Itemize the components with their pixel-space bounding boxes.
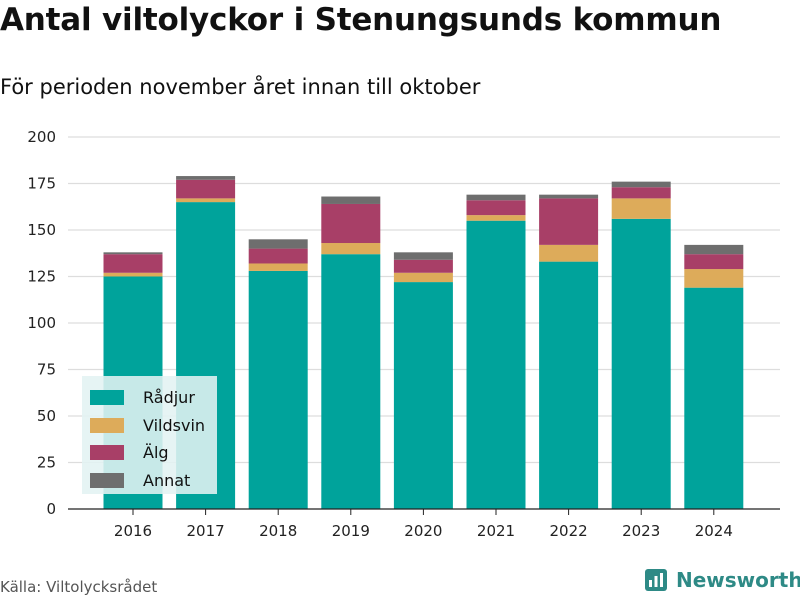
bar-segment-älg-2019 — [321, 203, 381, 244]
legend-item-annat: Annat — [90, 467, 217, 495]
bar-segment-annat-2024 — [684, 244, 744, 255]
chart-title: Antal viltolyckor i Stenungsunds kommun — [0, 2, 722, 38]
bar-segment-älg-2016 — [103, 254, 163, 273]
bar-segment-vildsvin-2020 — [393, 272, 453, 283]
legend-label-alg: Älg — [143, 443, 169, 463]
y-tick-label: 175 — [27, 175, 56, 193]
legend-label-annat: Annat — [143, 470, 191, 490]
bar-segment-älg-2022 — [539, 198, 599, 245]
y-tick-label: 125 — [27, 268, 56, 286]
bar-segment-älg-2024 — [684, 254, 744, 270]
source-note: Källa: Viltolycksrådet — [0, 578, 158, 596]
legend-label-radjur: Rådjur — [143, 388, 195, 408]
bar-segment-vildsvin-2024 — [684, 269, 744, 288]
bar-segment-rådjur-2021 — [466, 220, 526, 509]
bar-segment-annat-2017 — [176, 176, 236, 180]
bar-segment-rådjur-2023 — [611, 218, 671, 509]
bar-segment-älg-2020 — [393, 259, 453, 273]
legend-item-radjur: Rådjur — [90, 384, 217, 412]
legend-swatch-annat — [90, 472, 124, 488]
x-tick-label: 2022 — [550, 522, 588, 540]
axes: 0 25 50 75 100 125 150 175 200 2016 2017 2018 2019 20… — [27, 128, 780, 540]
bar-segment-rådjur-2022 — [539, 261, 599, 509]
bar-segment-älg-2018 — [248, 248, 308, 264]
bar-segment-annat-2019 — [321, 196, 381, 204]
x-tick-label: 2023 — [622, 522, 660, 540]
bar-segment-älg-2023 — [611, 187, 671, 199]
newsworthy-logo-icon — [645, 569, 667, 591]
x-tick-label: 2019 — [332, 522, 370, 540]
bar-segment-älg-2017 — [176, 179, 236, 199]
bar-segment-rådjur-2024 — [684, 287, 744, 509]
legend-item-alg: Älg — [90, 439, 217, 467]
bar-segment-vildsvin-2023 — [611, 198, 671, 219]
bar-segment-annat-2021 — [466, 194, 526, 201]
bar-segment-annat-2016 — [103, 252, 163, 255]
bar-segment-vildsvin-2021 — [466, 215, 526, 221]
bar-segment-rådjur-2018 — [248, 270, 308, 509]
y-tick-label: 200 — [27, 128, 56, 146]
bar-segment-rådjur-2020 — [393, 282, 453, 509]
y-tick-label: 50 — [37, 407, 56, 425]
bar-segment-annat-2020 — [393, 252, 453, 260]
y-tick-label: 150 — [27, 221, 56, 239]
brand-logo: Newsworthy — [644, 568, 800, 592]
bar-segment-vildsvin-2016 — [103, 272, 163, 277]
x-tick-label: 2017 — [187, 522, 225, 540]
bar-segment-annat-2018 — [248, 239, 308, 249]
bar-segment-vildsvin-2018 — [248, 263, 308, 271]
x-tick-label: 2024 — [695, 522, 733, 540]
bar-segment-älg-2021 — [466, 200, 526, 216]
bar-segment-vildsvin-2022 — [539, 244, 599, 262]
bars — [103, 176, 744, 509]
chart-subtitle: För perioden november året innan till ok… — [0, 75, 481, 99]
x-tick-label: 2016 — [114, 522, 152, 540]
bar-segment-vildsvin-2019 — [321, 243, 381, 255]
legend-label-vildsvin: Vildsvin — [143, 415, 206, 435]
x-tick-label: 2018 — [259, 522, 297, 540]
x-tick-label: 2020 — [404, 522, 442, 540]
bar-segment-vildsvin-2017 — [176, 198, 236, 203]
x-tick-label: 2021 — [477, 522, 515, 540]
legend: Rådjur Vildsvin Älg Annat — [82, 376, 217, 494]
y-tick-label: 25 — [37, 454, 56, 472]
y-tick-label: 75 — [37, 361, 56, 379]
legend-item-vildsvin: Vildsvin — [90, 412, 217, 440]
bar-segment-rådjur-2019 — [321, 254, 381, 509]
stacked-bar-chart: 0 25 50 75 100 125 150 175 200 2016 2017 2018 2019 20… — [27, 128, 780, 540]
legend-swatch-alg — [90, 445, 124, 461]
bar-segment-annat-2023 — [611, 181, 671, 188]
bar-segment-annat-2022 — [539, 194, 599, 199]
brand-name: Newsworthy — [676, 568, 800, 592]
y-tick-label: 0 — [46, 500, 56, 518]
legend-swatch-radjur — [90, 390, 124, 406]
legend-swatch-vildsvin — [90, 417, 124, 433]
y-tick-label: 100 — [27, 314, 56, 332]
